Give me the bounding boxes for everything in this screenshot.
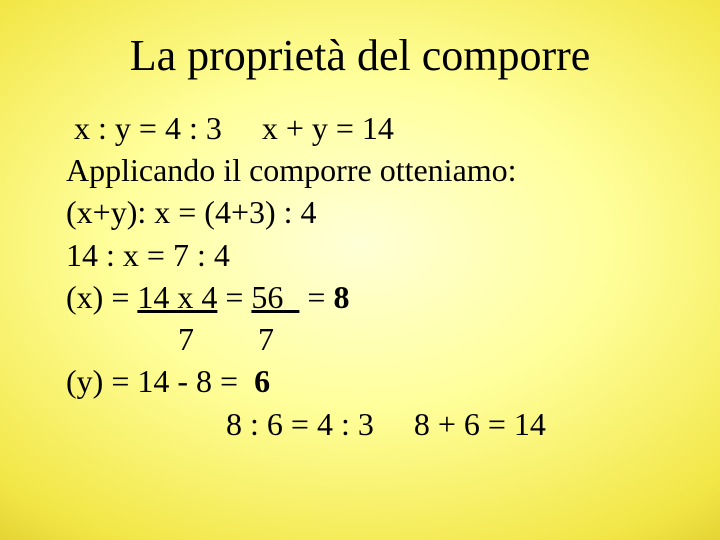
y-value: 6 xyxy=(254,363,270,399)
line-step2: 14 : x = 7 : 4 xyxy=(66,234,670,276)
ratio-given: x : y = 4 : 3 xyxy=(66,110,222,146)
slide: La proprietà del comporre x : y = 4 : 3 … xyxy=(0,0,720,540)
x-prefix: (x) = xyxy=(66,279,137,315)
line-denominators: 7 7 xyxy=(66,318,670,360)
sum-given: x + y = 14 xyxy=(262,110,394,146)
x-numerator-1: 14 x 4 xyxy=(137,279,217,315)
slide-title: La proprietà del comporre xyxy=(50,30,670,81)
x-value: 8 xyxy=(333,279,349,315)
line-apply: Applicando il comporre otteniamo: xyxy=(66,149,670,191)
line-y-result: (y) = 14 - 8 = 6 xyxy=(66,360,670,402)
y-prefix: (y) = 14 - 8 = xyxy=(66,363,254,399)
x-numerator-2: 56 xyxy=(251,279,299,315)
line-x-result: (x) = 14 x 4 = 56 = 8 xyxy=(66,276,670,318)
x-mid: = xyxy=(217,279,251,315)
line-given: x : y = 4 : 3 x + y = 14 xyxy=(66,107,670,149)
line-verify: 8 : 6 = 4 : 3 8 + 6 = 14 xyxy=(66,403,670,445)
slide-body: x : y = 4 : 3 x + y = 14 Applicando il c… xyxy=(50,107,670,445)
x-eq2: = xyxy=(299,279,333,315)
line-step1: (x+y): x = (4+3) : 4 xyxy=(66,191,670,233)
